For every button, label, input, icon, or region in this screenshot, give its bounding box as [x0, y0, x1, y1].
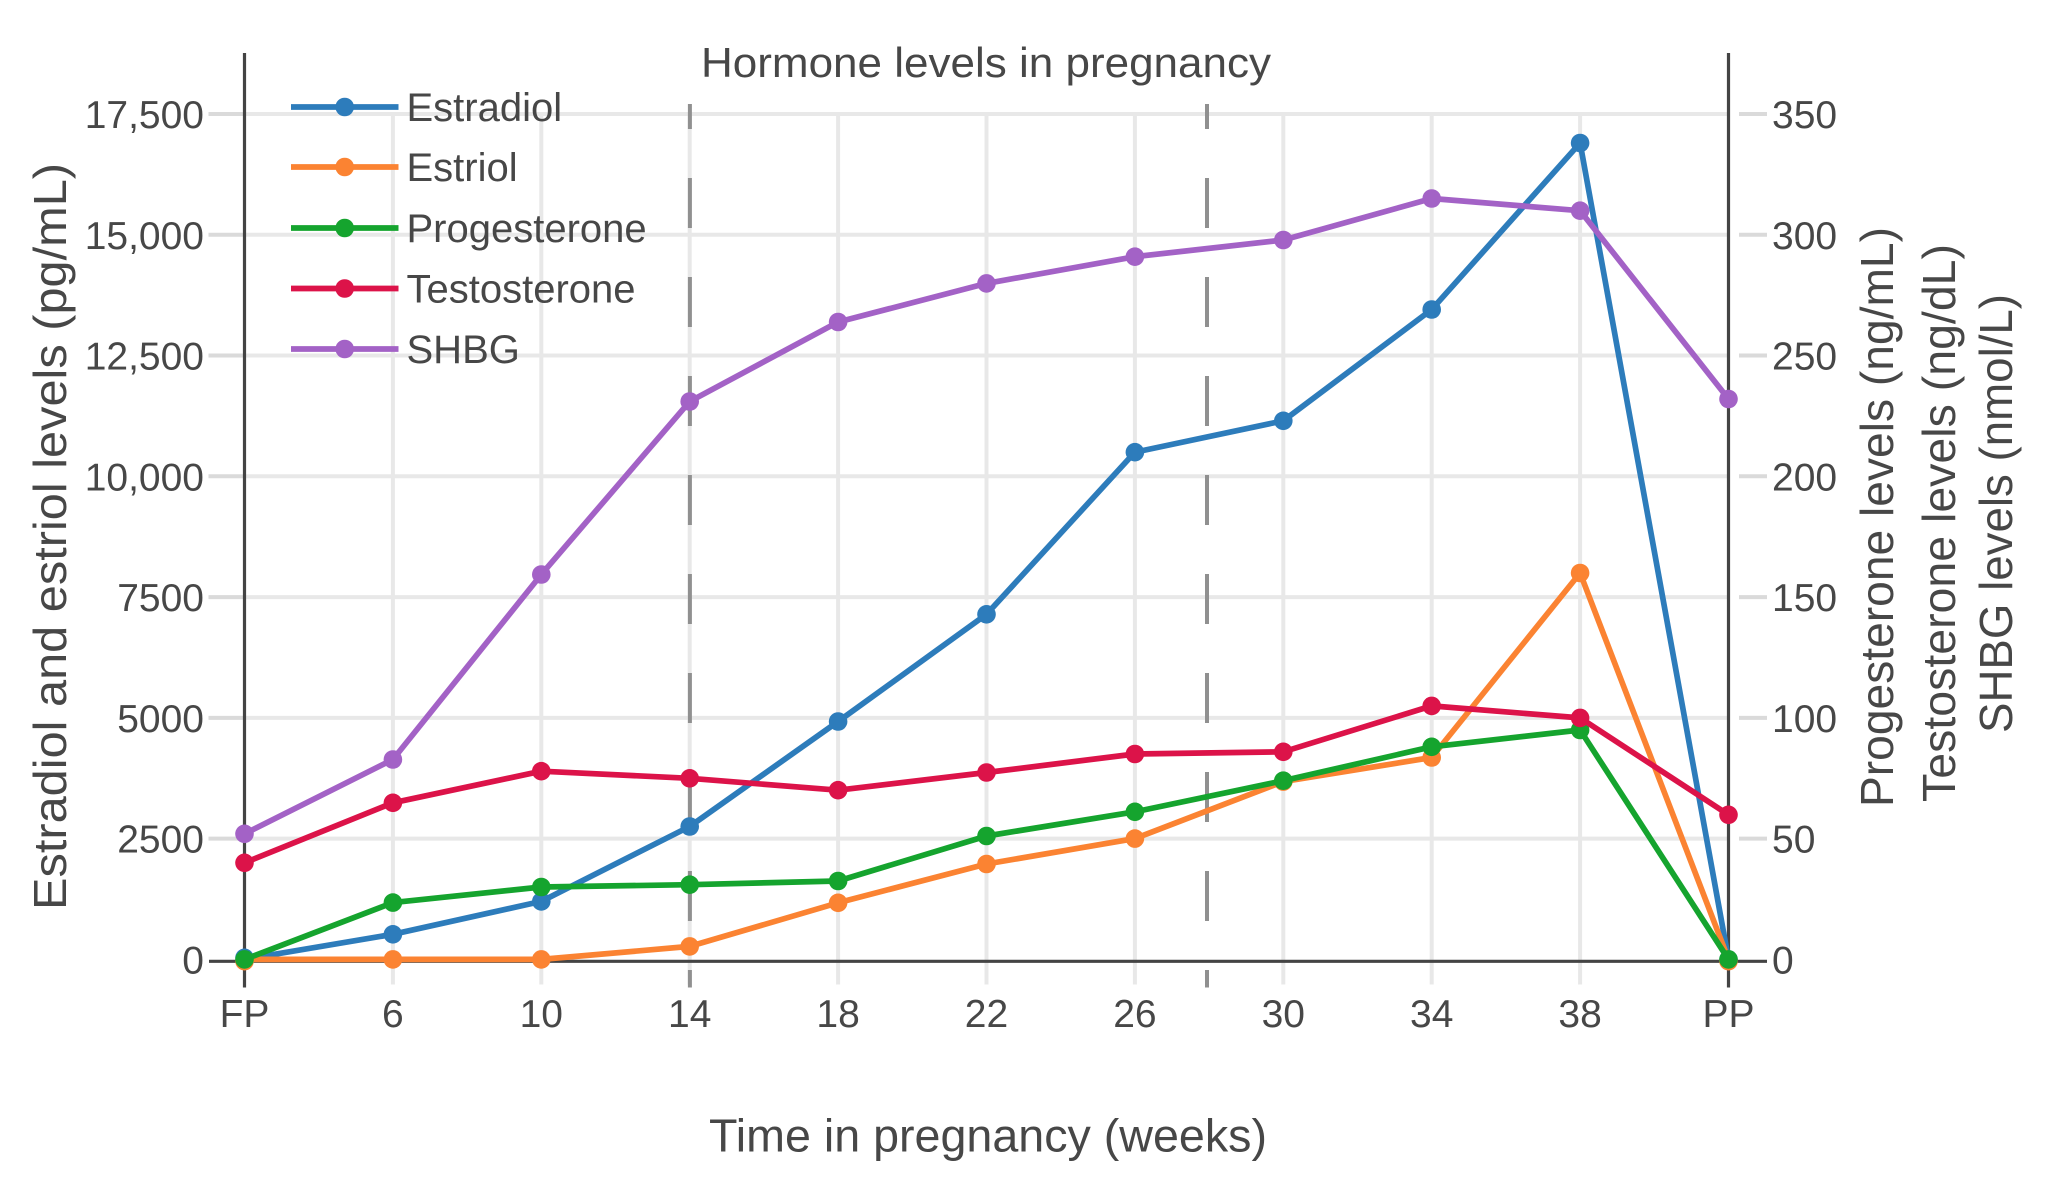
svg-text:0: 0 [182, 939, 204, 982]
svg-text:Hormone levels in pregnancy: Hormone levels in pregnancy [701, 39, 1271, 86]
svg-text:38: 38 [1558, 993, 1601, 1036]
svg-text:Testosterone: Testosterone [407, 268, 636, 312]
svg-text:Estriol: Estriol [407, 146, 518, 190]
svg-text:10: 10 [520, 993, 563, 1036]
svg-text:2500: 2500 [117, 819, 204, 862]
svg-text:14: 14 [668, 993, 711, 1036]
svg-text:Estradiol and estriol levels (: Estradiol and estriol levels (pg/mL) [24, 163, 76, 910]
svg-text:PP: PP [1702, 993, 1754, 1036]
svg-text:18: 18 [816, 993, 859, 1036]
svg-text:SHBG levels (nmol/L): SHBG levels (nmol/L) [1970, 294, 2022, 733]
svg-text:SHBG: SHBG [407, 328, 520, 372]
svg-text:5000: 5000 [117, 698, 204, 741]
svg-text:Progesterone: Progesterone [407, 207, 647, 251]
svg-text:300: 300 [1772, 215, 1837, 258]
svg-text:26: 26 [1113, 993, 1156, 1036]
svg-text:150: 150 [1772, 577, 1837, 620]
svg-text:FP: FP [220, 993, 270, 1036]
svg-text:22: 22 [965, 993, 1008, 1036]
svg-text:10,000: 10,000 [85, 456, 204, 499]
svg-text:100: 100 [1772, 698, 1837, 741]
svg-text:Progesterone levels (ng/mL): Progesterone levels (ng/mL) [1851, 227, 1903, 807]
svg-text:15,000: 15,000 [85, 215, 204, 258]
svg-text:7500: 7500 [117, 577, 204, 620]
svg-text:50: 50 [1772, 819, 1815, 862]
svg-text:30: 30 [1262, 993, 1305, 1036]
svg-text:17,500: 17,500 [85, 94, 204, 137]
svg-text:12,500: 12,500 [85, 336, 204, 379]
svg-text:200: 200 [1772, 456, 1837, 499]
svg-text:Time in pregnancy (weeks): Time in pregnancy (weeks) [709, 1110, 1267, 1162]
svg-text:350: 350 [1772, 94, 1837, 137]
svg-text:250: 250 [1772, 336, 1837, 379]
svg-text:34: 34 [1410, 993, 1453, 1036]
svg-text:0: 0 [1772, 939, 1794, 982]
svg-text:6: 6 [382, 993, 404, 1036]
svg-text:Testosterone levels (ng/dL): Testosterone levels (ng/dL) [1913, 244, 1965, 802]
svg-text:Estradiol: Estradiol [407, 86, 563, 130]
